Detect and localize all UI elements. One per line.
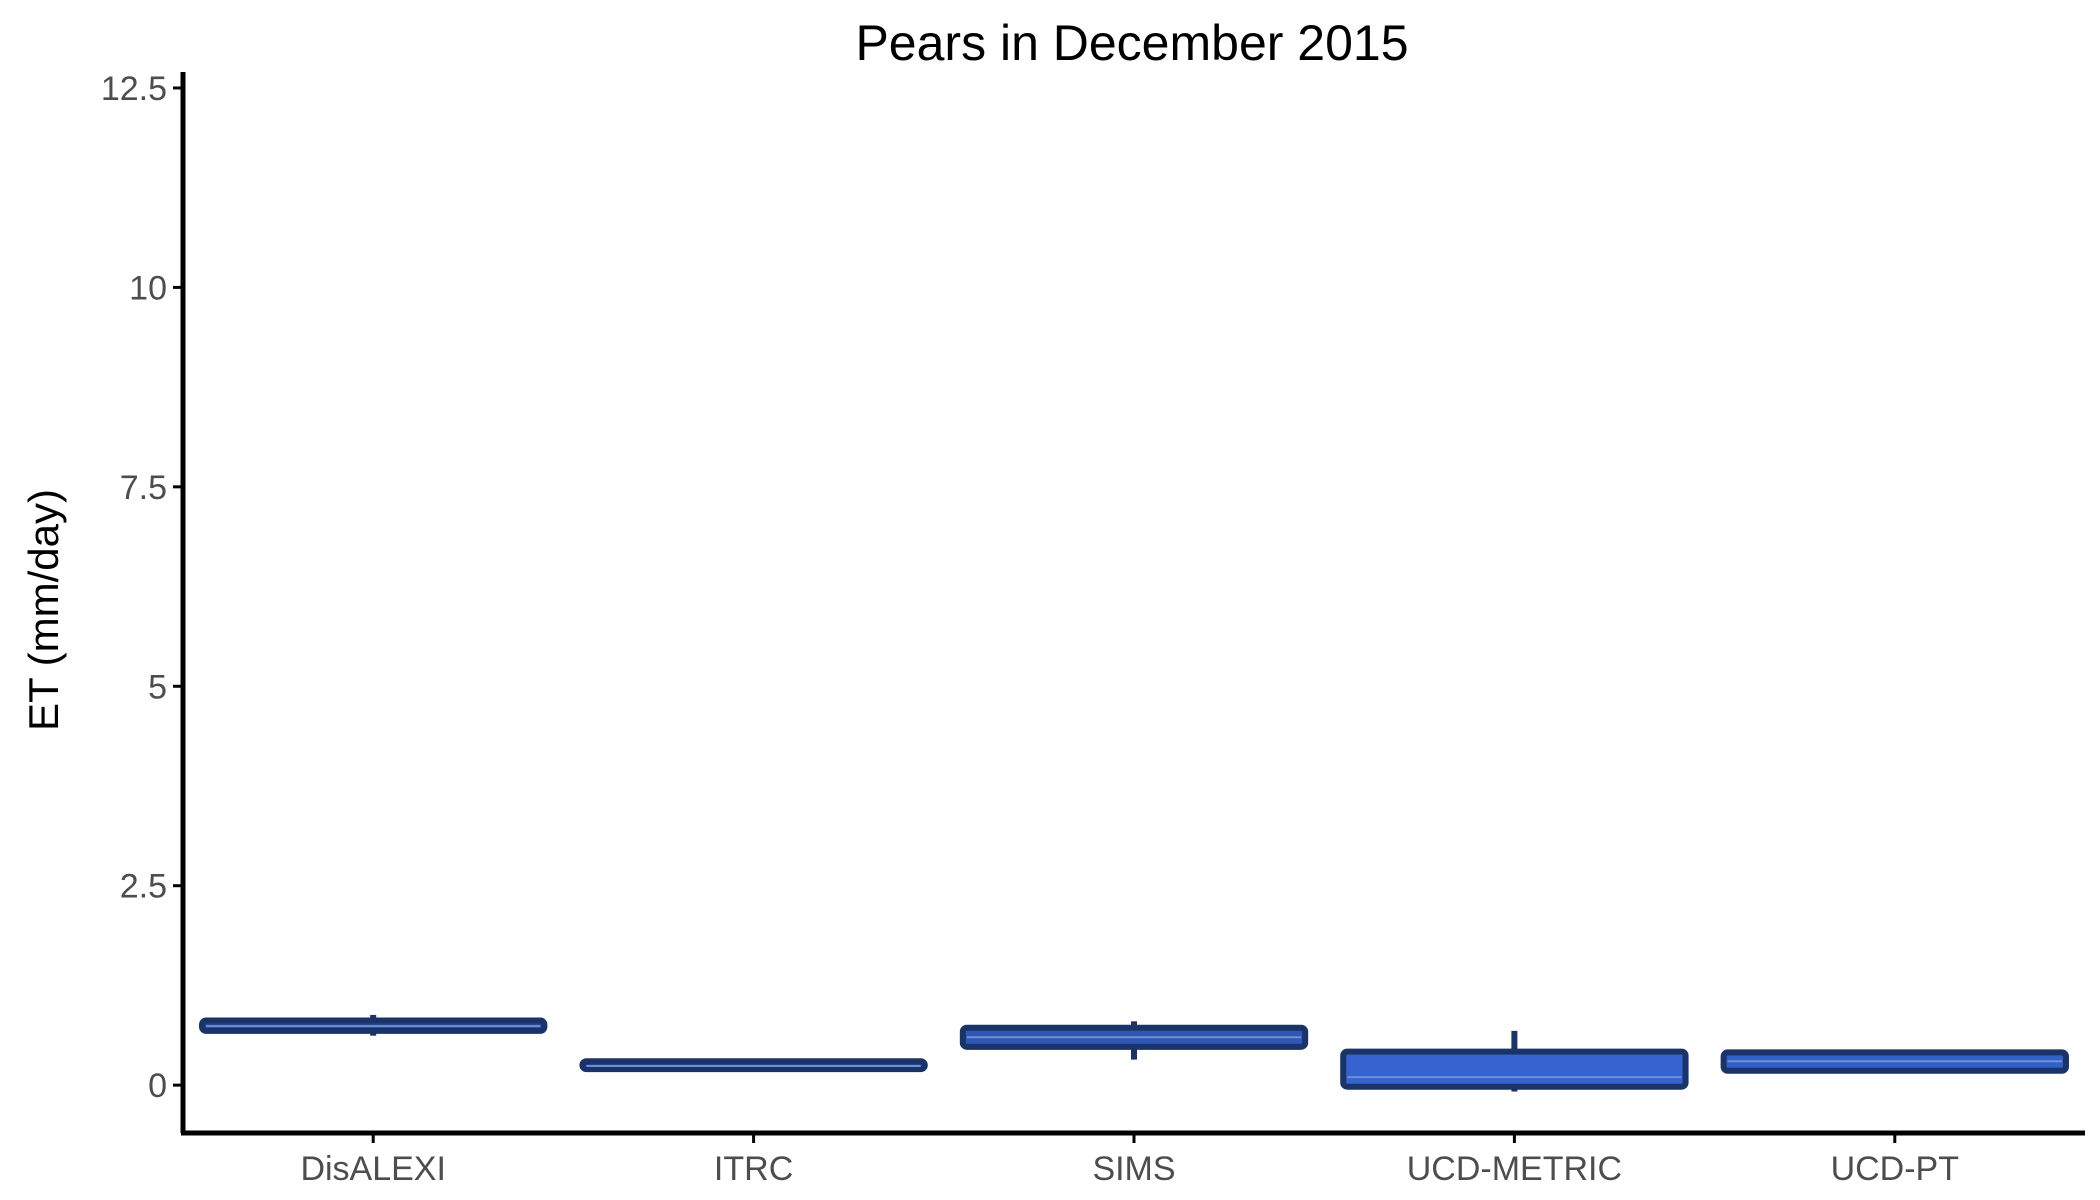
x-tick-label: UCD-PT [1831,1150,1959,1188]
x-tick-label: UCD-METRIC [1407,1150,1622,1188]
box-ucd-metric [1340,1048,1689,1090]
y-tick-label: 7.5 [120,469,167,507]
y-tick-label: 12.5 [101,70,167,108]
chart-title: Pears in December 2015 [855,15,1408,71]
y-tick-label: 2.5 [120,868,167,906]
plot-area: 0 2.5 5 7.5 10 12.5 DisALEXI ITRC SIMS UCD-METRIC… [101,70,2085,1188]
y-tick-label: 10 [129,269,167,307]
y-tick-label: 0 [148,1067,167,1105]
x-tick-label: ITRC [714,1150,793,1188]
y-axis-label: ET (mm/day) [20,489,67,731]
x-tick-label: SIMS [1092,1150,1175,1188]
x-tick-label: DisALEXI [300,1150,446,1188]
y-tick-label: 5 [148,668,167,706]
